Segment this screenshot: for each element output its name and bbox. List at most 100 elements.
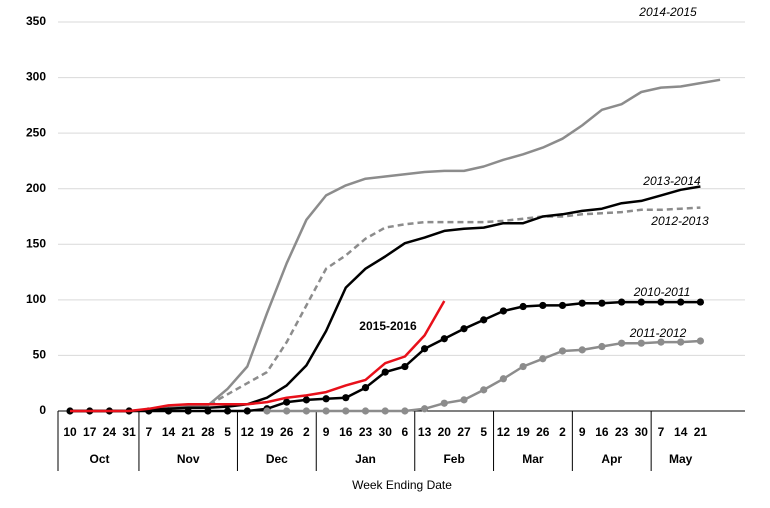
series-marker xyxy=(637,298,645,306)
x-tick-label: 24 xyxy=(103,425,117,439)
series-marker xyxy=(558,347,567,355)
x-tick-label: 31 xyxy=(122,425,136,439)
y-tick-label: 0 xyxy=(39,403,46,417)
series-marker xyxy=(440,335,448,343)
x-group-label: Dec xyxy=(266,452,288,466)
x-tick-label: 5 xyxy=(224,425,231,439)
series-marker xyxy=(696,337,705,345)
x-group-label: Nov xyxy=(177,452,200,466)
x-tick-label: 23 xyxy=(615,425,629,439)
series-marker xyxy=(322,407,330,415)
series-label: 2015-2016 xyxy=(359,319,417,333)
series-marker xyxy=(164,407,173,415)
series-marker xyxy=(342,394,350,402)
series-marker xyxy=(539,301,547,310)
series-marker xyxy=(440,399,448,407)
x-tick-label: 21 xyxy=(694,425,708,439)
series-marker xyxy=(401,362,409,371)
series-marker xyxy=(558,301,567,310)
x-tick-label: 2 xyxy=(303,425,310,439)
x-tick-label: 27 xyxy=(457,425,471,439)
x-tick-label: 19 xyxy=(260,425,274,439)
series-marker xyxy=(302,407,310,415)
x-tick-label: 20 xyxy=(438,425,452,439)
x-tick-label: 16 xyxy=(339,425,353,439)
series-marker xyxy=(421,345,429,353)
x-group-label: Oct xyxy=(90,452,110,466)
series-marker xyxy=(184,407,192,415)
x-tick-label: 7 xyxy=(145,425,152,439)
series-marker xyxy=(421,405,429,413)
series-marker xyxy=(696,298,705,306)
y-tick-label: 50 xyxy=(33,348,47,362)
x-group-label: Mar xyxy=(522,452,544,466)
series-marker xyxy=(401,407,409,415)
x-tick-label: 14 xyxy=(162,425,176,439)
x-group-label: Feb xyxy=(443,452,464,466)
series-marker xyxy=(677,338,685,346)
series-line xyxy=(70,185,701,413)
x-tick-label: 17 xyxy=(83,425,97,439)
x-tick-label: 30 xyxy=(635,425,649,439)
series-marker xyxy=(578,346,586,354)
series-marker xyxy=(361,407,370,415)
x-tick-label: 9 xyxy=(323,425,330,439)
series-marker xyxy=(381,368,389,376)
series-marker xyxy=(519,362,527,371)
y-tick-label: 100 xyxy=(26,292,46,306)
series-marker xyxy=(322,395,330,403)
x-tick-label: 12 xyxy=(241,425,255,439)
x-tick-label: 6 xyxy=(402,425,409,439)
x-tick-label: 5 xyxy=(480,425,487,439)
x-group-label: Apr xyxy=(601,452,622,466)
series-label: 2014-2015 xyxy=(638,5,697,19)
series-marker xyxy=(283,398,291,406)
y-tick-label: 300 xyxy=(26,70,46,84)
series-marker xyxy=(618,298,626,306)
series-marker xyxy=(263,407,271,415)
series-marker xyxy=(460,325,468,333)
x-tick-label: 7 xyxy=(658,425,665,439)
series-marker xyxy=(381,407,389,415)
x-tick-label: 14 xyxy=(674,425,688,439)
x-group-label: Jan xyxy=(355,452,376,466)
series-marker xyxy=(243,407,251,415)
x-axis-title: Week Ending Date xyxy=(352,478,452,492)
series-marker xyxy=(302,396,310,404)
series-marker xyxy=(283,407,291,415)
series-marker xyxy=(499,375,507,383)
x-tick-label: 28 xyxy=(201,425,215,439)
x-tick-label: 26 xyxy=(280,425,294,439)
series-marker xyxy=(539,355,547,363)
series-marker xyxy=(598,342,606,351)
series-marker xyxy=(460,396,468,404)
series-marker xyxy=(578,299,586,307)
series-label: 2010-2011 xyxy=(633,285,691,299)
x-tick-label: 19 xyxy=(516,425,530,439)
series-marker xyxy=(342,407,350,415)
series-marker xyxy=(499,307,507,315)
x-tick-label: 30 xyxy=(379,425,393,439)
series-marker xyxy=(598,299,606,307)
x-tick-label: 2 xyxy=(559,425,566,439)
x-tick-label: 9 xyxy=(579,425,586,439)
series-marker xyxy=(361,384,370,392)
series-marker xyxy=(677,298,685,306)
series-marker xyxy=(480,316,488,324)
series-marker xyxy=(519,302,527,311)
x-tick-label: 13 xyxy=(418,425,432,439)
series-marker xyxy=(657,338,665,346)
series-marker xyxy=(657,298,665,306)
x-tick-label: 26 xyxy=(536,425,550,439)
x-tick-label: 21 xyxy=(182,425,196,439)
series-label: 2011-2012 xyxy=(629,326,687,340)
y-tick-label: 350 xyxy=(26,14,46,28)
series-label: 2013-2014 xyxy=(642,174,701,188)
series-line xyxy=(70,300,446,413)
series-marker xyxy=(618,339,626,347)
y-tick-label: 200 xyxy=(26,181,46,195)
series-marker xyxy=(204,407,212,415)
x-tick-label: 10 xyxy=(63,425,77,439)
x-tick-label: 12 xyxy=(497,425,511,439)
